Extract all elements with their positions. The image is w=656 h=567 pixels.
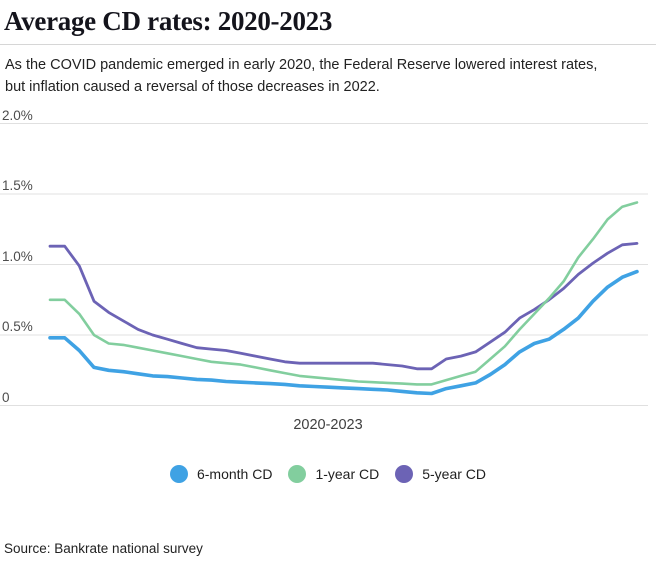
chart-subtitle: As the COVID pandemic emerged in early 2… xyxy=(5,57,598,95)
source-attribution: Source: Bankrate national survey xyxy=(4,541,203,556)
legend-item-5-year-cd[interactable]: 5-year CD xyxy=(395,465,486,483)
legend-label: 5-year CD xyxy=(422,466,487,482)
legend-dot-6-month-cd-icon xyxy=(169,465,188,483)
legend-item-6-month-cd[interactable]: 6-month CD xyxy=(169,465,273,483)
y-tick-label: 1.5% xyxy=(2,178,33,193)
chart-legend: 6-month CD 1-year CD 5-year CD xyxy=(0,465,656,483)
x-axis-label: 2020-2023 xyxy=(293,417,363,433)
y-tick-label: 0.5% xyxy=(2,319,33,334)
legend-item-1-year-cd[interactable]: 1-year CD xyxy=(288,465,379,483)
legend-label: 6-month CD xyxy=(196,466,273,482)
legend-label: 1-year CD xyxy=(315,466,380,482)
page-title: Average CD rates: 2020-2023 xyxy=(4,6,333,36)
legend-dot-5-year-cd-icon xyxy=(395,465,414,483)
y-tick-label: 2.0% xyxy=(2,107,33,123)
legend-dot-1-year-cd-icon xyxy=(288,465,307,483)
title-divider xyxy=(0,44,656,45)
y-tick-label: 1.0% xyxy=(2,248,33,264)
y-tick-label: 0 xyxy=(2,389,10,405)
